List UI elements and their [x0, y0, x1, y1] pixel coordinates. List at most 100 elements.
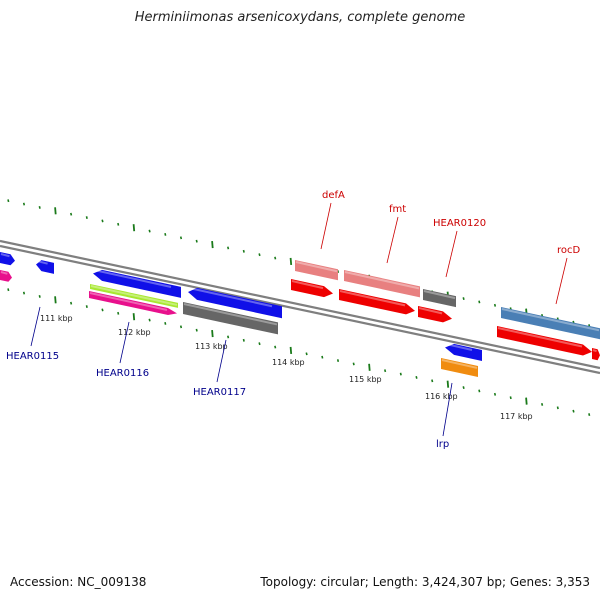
- upper-tick-0: [7, 199, 10, 203]
- backbone-layer: [0, 239, 600, 375]
- feature-body-3: [93, 269, 181, 298]
- lower-tick-28: [446, 380, 450, 388]
- lower-tick-19: [305, 352, 308, 356]
- feature-body-6: [188, 287, 282, 319]
- lower-tick-34: [541, 403, 544, 406]
- tick-label-2: 113 kbp: [195, 342, 228, 351]
- lower-tick-22: [352, 362, 355, 366]
- lower-tick-16: [258, 342, 261, 346]
- backbone-strand-b: [0, 244, 600, 375]
- label-hear0117: HEAR0117: [193, 387, 246, 398]
- lower-tick-17: [274, 345, 277, 349]
- feature-body-1: [0, 270, 12, 282]
- upper-tick-4: [70, 212, 73, 216]
- lower-tick-29: [462, 386, 465, 390]
- leader-hear0117: [216, 339, 227, 383]
- tick-label-4: 115 kbp: [349, 375, 382, 384]
- upper-tick-2: [38, 206, 41, 209]
- feature-shine-13: [418, 307, 443, 315]
- feature-shine-9: [291, 280, 324, 290]
- feature-body-15: [441, 358, 478, 377]
- lower-tick-18: [289, 346, 293, 355]
- lower-tick-6: [101, 308, 104, 312]
- feature-0: [0, 252, 15, 266]
- lower-tick-1: [22, 291, 26, 295]
- lower-tick-35: [556, 406, 559, 410]
- feature-body-9: [291, 279, 333, 298]
- feature-5: [89, 291, 177, 315]
- feature-7: [183, 302, 278, 335]
- feature-defa: [295, 260, 338, 281]
- feature-shine-12: [423, 290, 456, 300]
- leader-hear0120: [445, 230, 458, 278]
- feature-18: [592, 348, 600, 361]
- feature-shine-8: [295, 261, 338, 273]
- feature-fmt: [344, 270, 420, 298]
- lower-tick-9: [148, 318, 151, 322]
- upper-tick-3: [54, 207, 57, 215]
- feature-rocd: [501, 307, 600, 340]
- feature-body-12: [423, 289, 456, 308]
- upper-tick-31: [493, 303, 497, 307]
- feature-layer: [0, 252, 600, 377]
- upper-tick-13: [211, 241, 214, 249]
- feature-shine-11: [339, 290, 406, 307]
- accession-text: Accession: NC_009138: [10, 575, 147, 589]
- feature-lrp: [441, 358, 478, 377]
- feature-1: [0, 270, 12, 282]
- lower-tick-21: [336, 359, 340, 363]
- lower-tick-20: [321, 355, 324, 359]
- feature-2: [36, 260, 54, 274]
- label-lrp: lrp: [436, 439, 449, 450]
- genome-stats: Topology: circular; Length: 3,424,307 bp…: [260, 575, 590, 589]
- backbone-strand-a: [0, 239, 600, 370]
- feature-body-18: [592, 348, 600, 361]
- lower-tick-24: [384, 369, 387, 373]
- label-hear0116: HEAR0116: [96, 368, 149, 379]
- lower-tick-2: [38, 295, 41, 298]
- upper-tick-17: [274, 256, 277, 260]
- lower-tick-23: [368, 363, 371, 371]
- tick-label-1: 112 kbp: [118, 328, 151, 337]
- label-layer: 111 kbp 112 kbp 113 kbp 114 kbp 115 kbp 116 k…: [6, 190, 581, 450]
- lower-tick-0: [7, 288, 10, 292]
- feature-body-2: [36, 260, 54, 274]
- tick-label-5: 116 kbp: [425, 392, 458, 401]
- lower-tick-36: [572, 409, 575, 413]
- feature-11: [339, 289, 415, 315]
- upper-tick-8: [132, 224, 136, 232]
- feature-shine-2: [36, 260, 48, 265]
- upper-tick-10: [164, 233, 167, 236]
- feature-4: [90, 284, 178, 308]
- lower-tick-31: [493, 392, 497, 396]
- lower-tick-37: [588, 413, 591, 417]
- lower-tick-33: [525, 397, 528, 405]
- lower-tick-8: [132, 313, 136, 321]
- upper-tick-1: [22, 202, 26, 206]
- feature-body-4: [90, 284, 178, 308]
- feature-shine-17: [497, 327, 583, 348]
- upper-tick-6: [101, 219, 104, 223]
- feature-body-8: [295, 260, 338, 281]
- lower-tick-26: [415, 376, 418, 379]
- feature-17: [497, 326, 592, 356]
- feature-body-0: [0, 252, 15, 266]
- lower-tick-14: [227, 335, 230, 339]
- upper-tick-16: [258, 253, 261, 257]
- lower-tick-7: [117, 311, 120, 315]
- lower-tick-5: [85, 305, 88, 309]
- upper-tick-7: [117, 222, 120, 226]
- feature-body-13: [418, 306, 452, 323]
- feature-shine-15: [441, 359, 478, 369]
- leader-defa: [320, 202, 332, 250]
- feature-body-5: [89, 291, 177, 315]
- upper-tick-12: [195, 239, 198, 243]
- feature-shine-7: [183, 303, 278, 326]
- lower-tick-13: [211, 330, 214, 338]
- lower-tick-25: [399, 372, 402, 376]
- feature-body-14: [445, 343, 482, 361]
- feature-9: [291, 279, 333, 298]
- tick-label-6: 117 kbp: [500, 412, 533, 421]
- leader-fmt: [386, 216, 399, 264]
